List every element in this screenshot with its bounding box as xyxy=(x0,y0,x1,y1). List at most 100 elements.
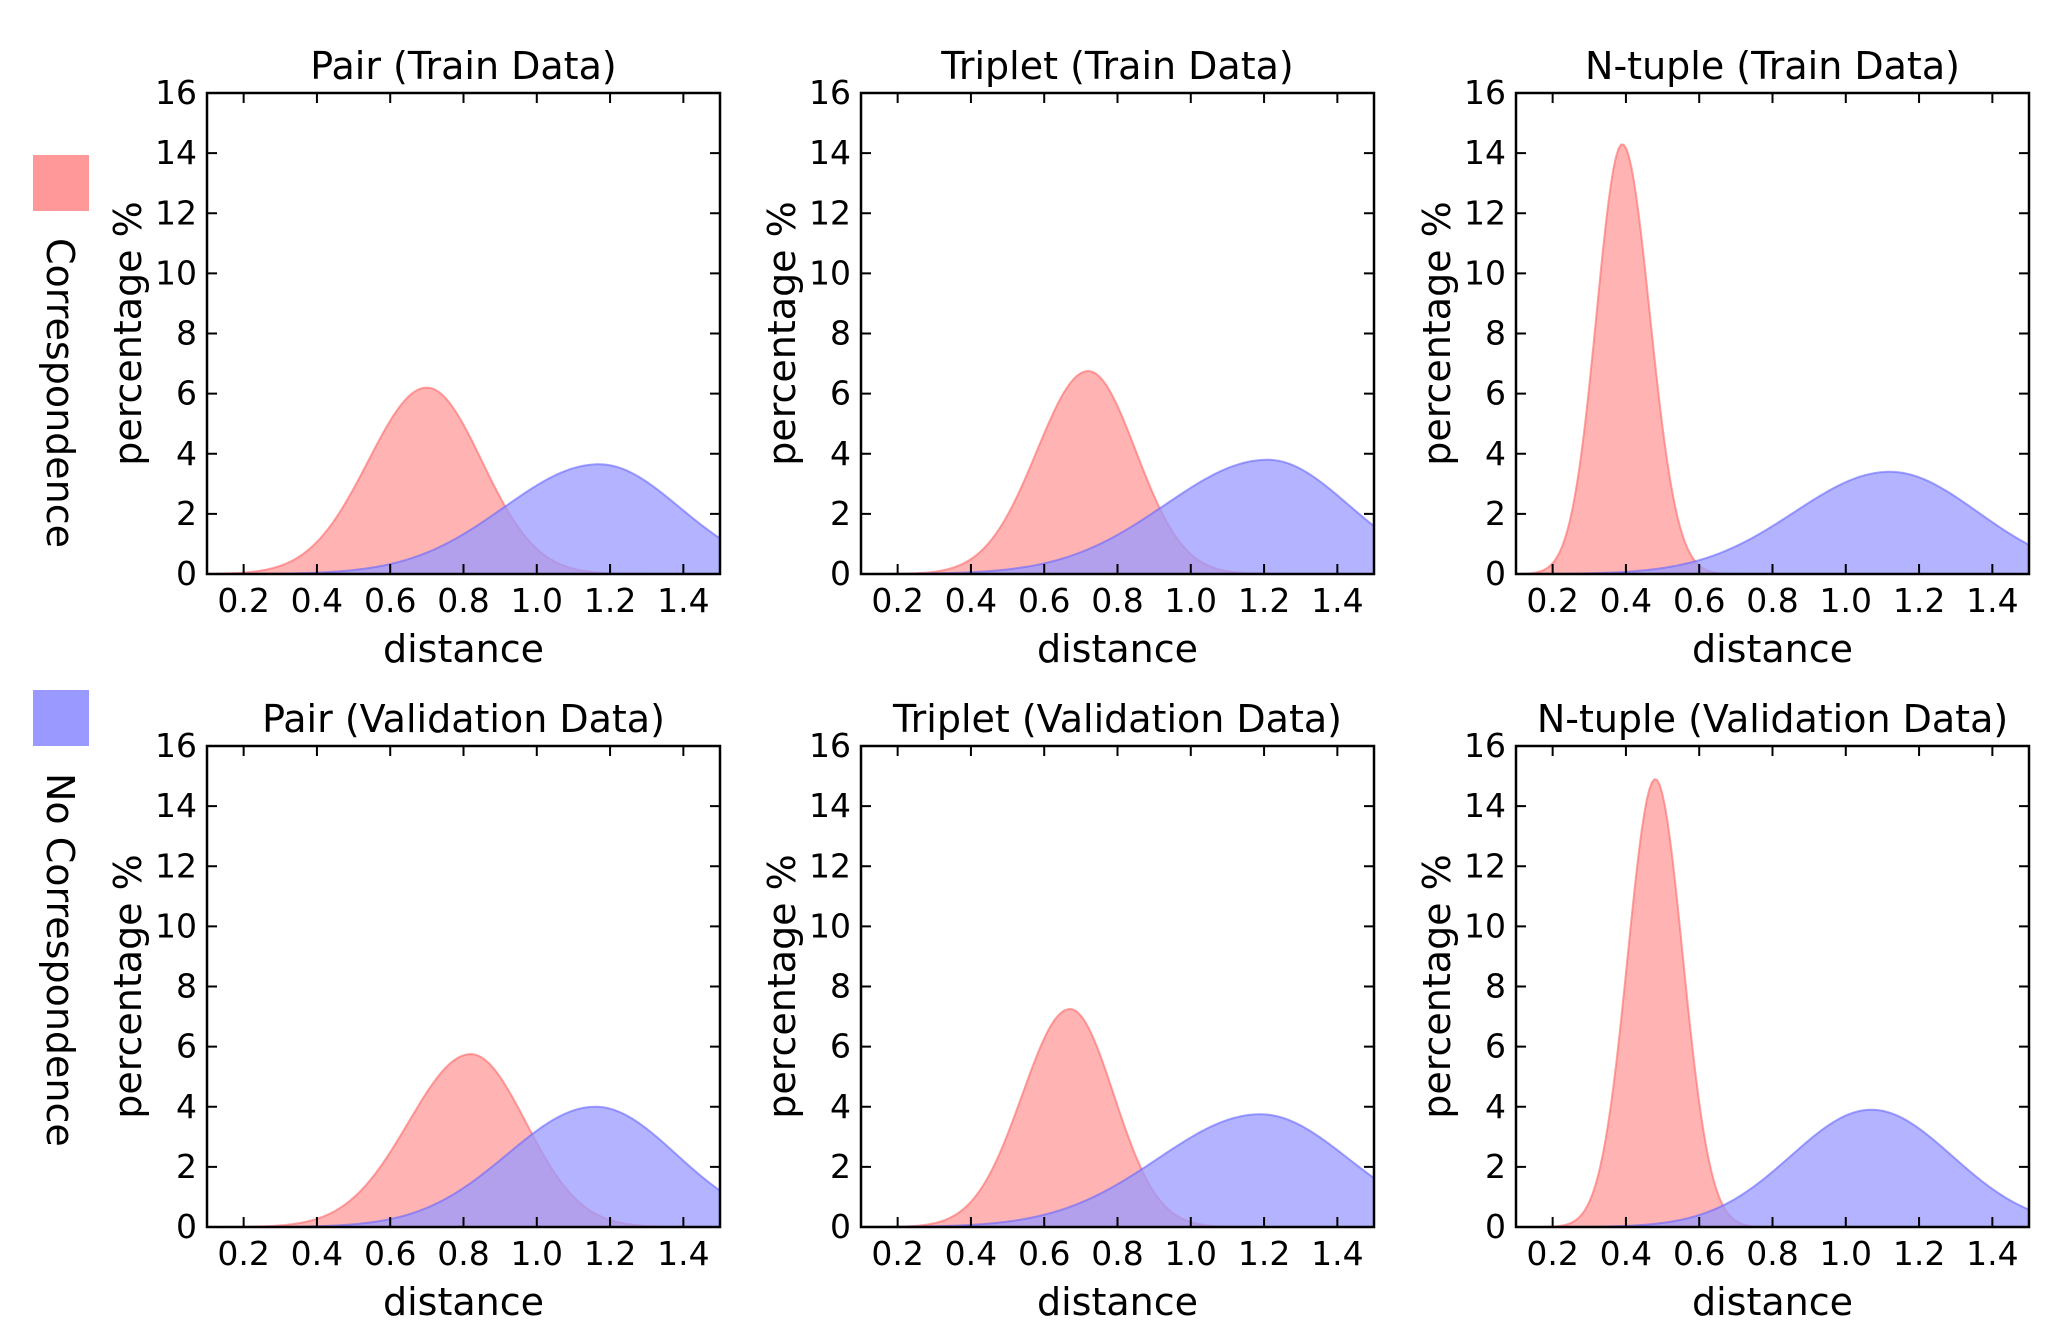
chart-title: N-tuple (Validation Data) xyxy=(1537,697,2008,741)
y-tick-label: 14 xyxy=(1464,133,1506,172)
x-tick-label: 1.0 xyxy=(1820,581,1872,620)
chart-title: N-tuple (Train Data) xyxy=(1585,44,1960,88)
y-tick-label: 14 xyxy=(155,786,197,825)
x-tick-label: 1.2 xyxy=(584,581,636,620)
chart-panel: 0 2 4 6 8 10 12 14 16 0.2 0.4 0.6 0.8 1.0 1.2 1.4 N-tupl… xyxy=(1415,697,2031,1322)
y-axis-label: percentage % xyxy=(1415,854,1459,1119)
legend-label-correspondence: Correspondence xyxy=(38,238,82,549)
x-tick-label: 0.6 xyxy=(1018,581,1070,620)
y-tick-label: 16 xyxy=(1464,73,1506,112)
y-tick-label: 14 xyxy=(809,786,851,825)
y-tick-label: 4 xyxy=(176,1087,197,1126)
legend-swatch-correspondence xyxy=(33,155,89,211)
series-area-no-correspondence xyxy=(861,459,1374,574)
x-tick-label: 1.4 xyxy=(1311,581,1363,620)
y-tick-label: 16 xyxy=(809,726,851,765)
y-tick-label: 12 xyxy=(809,193,851,232)
y-tick-label: 10 xyxy=(155,253,197,292)
y-tick-label: 4 xyxy=(1485,434,1506,473)
y-tick-label: 8 xyxy=(1485,967,1506,1006)
y-tick-label: 10 xyxy=(809,253,851,292)
y-tick-label: 6 xyxy=(830,374,851,413)
series-area-no-correspondence xyxy=(207,464,720,574)
y-axis-label: percentage % xyxy=(760,854,804,1119)
x-tick-label: 1.2 xyxy=(1893,1234,1945,1273)
y-tick-label: 0 xyxy=(830,1207,851,1246)
y-tick-label: 6 xyxy=(176,374,197,413)
series-area-correspondence xyxy=(207,387,720,574)
x-tick-label: 0.2 xyxy=(1526,1234,1578,1273)
y-tick-label: 2 xyxy=(830,1147,851,1186)
x-axis-label: distance xyxy=(383,627,544,671)
y-tick-label: 8 xyxy=(1485,314,1506,353)
y-tick-label: 4 xyxy=(830,1087,851,1126)
series-area-correspondence xyxy=(1516,779,2029,1227)
series-area-correspondence-edge xyxy=(861,1008,1374,1227)
series-area-no-correspondence xyxy=(207,1106,720,1227)
y-tick-label: 2 xyxy=(830,494,851,533)
x-tick-label: 0.2 xyxy=(217,581,269,620)
y-axis-label: percentage % xyxy=(1415,201,1459,466)
y-tick-label: 16 xyxy=(155,73,197,112)
y-tick-label: 2 xyxy=(176,494,197,533)
y-tick-label: 8 xyxy=(176,967,197,1006)
x-tick-label: 0.4 xyxy=(945,581,997,620)
y-tick-label: 4 xyxy=(176,434,197,473)
y-tick-label: 8 xyxy=(830,314,851,353)
series-area-correspondence-edge xyxy=(1516,143,2029,574)
y-tick-label: 14 xyxy=(155,133,197,172)
y-tick-label: 2 xyxy=(1485,494,1506,533)
x-tick-label: 1.0 xyxy=(511,581,563,620)
x-tick-label: 0.4 xyxy=(1600,1234,1652,1273)
y-tick-label: 6 xyxy=(176,1027,197,1066)
series-area-correspondence xyxy=(861,1009,1374,1227)
x-tick-label: 1.2 xyxy=(584,1234,636,1273)
y-tick-label: 2 xyxy=(1485,1147,1506,1186)
y-tick-label: 16 xyxy=(1464,726,1506,765)
y-tick-label: 10 xyxy=(809,906,851,945)
chart-panel: 0 2 4 6 8 10 12 14 16 0.2 0.4 0.6 0.8 1.0 1.2 1.4 Pair (… xyxy=(106,44,722,671)
x-tick-label: 0.8 xyxy=(437,581,489,620)
x-axis-label: distance xyxy=(1037,1280,1198,1322)
x-tick-label: 0.2 xyxy=(871,581,923,620)
y-axis-label: percentage % xyxy=(106,854,150,1119)
x-tick-label: 1.4 xyxy=(1311,1234,1363,1273)
y-tick-label: 14 xyxy=(1464,786,1506,825)
y-tick-label: 8 xyxy=(830,967,851,1006)
y-tick-label: 12 xyxy=(1464,846,1506,885)
y-tick-label: 12 xyxy=(155,193,197,232)
x-tick-label: 0.2 xyxy=(1526,581,1578,620)
x-tick-label: 1.2 xyxy=(1893,581,1945,620)
legend-swatch-no-correspondence xyxy=(33,690,89,746)
x-axis-label: distance xyxy=(1692,1280,1853,1322)
y-tick-label: 16 xyxy=(809,73,851,112)
x-tick-label: 1.4 xyxy=(1966,1234,2018,1273)
chart-title: Pair (Validation Data) xyxy=(262,697,665,741)
y-tick-label: 4 xyxy=(830,434,851,473)
y-tick-label: 12 xyxy=(1464,193,1506,232)
series-area-no-correspondence xyxy=(861,1114,1374,1227)
y-tick-label: 6 xyxy=(1485,374,1506,413)
x-tick-label: 0.8 xyxy=(1746,1234,1798,1273)
x-tick-label: 0.6 xyxy=(364,581,416,620)
y-tick-label: 0 xyxy=(1485,1207,1506,1246)
series-area-correspondence xyxy=(207,1054,720,1227)
y-tick-label: 10 xyxy=(155,906,197,945)
x-tick-label: 1.2 xyxy=(1238,581,1290,620)
chart-panel: 0 2 4 6 8 10 12 14 16 0.2 0.4 0.6 0.8 1.0 1.2 1.4 Triple… xyxy=(760,697,1376,1322)
y-tick-label: 6 xyxy=(1485,1027,1506,1066)
chart-title: Triplet (Validation Data) xyxy=(892,697,1342,741)
chart-panel: 0 2 4 6 8 10 12 14 16 0.2 0.4 0.6 0.8 1.0 1.2 1.4 Triple… xyxy=(760,44,1376,671)
x-tick-label: 1.2 xyxy=(1238,1234,1290,1273)
y-tick-label: 12 xyxy=(155,846,197,885)
y-tick-label: 8 xyxy=(176,314,197,353)
x-tick-label: 1.0 xyxy=(1165,1234,1217,1273)
y-tick-label: 10 xyxy=(1464,906,1506,945)
chart-title: Pair (Train Data) xyxy=(310,44,616,88)
y-tick-label: 0 xyxy=(830,554,851,593)
y-axis-label: percentage % xyxy=(106,201,150,466)
y-tick-label: 12 xyxy=(809,846,851,885)
x-tick-label: 0.2 xyxy=(871,1234,923,1273)
x-tick-label: 1.0 xyxy=(1165,581,1217,620)
